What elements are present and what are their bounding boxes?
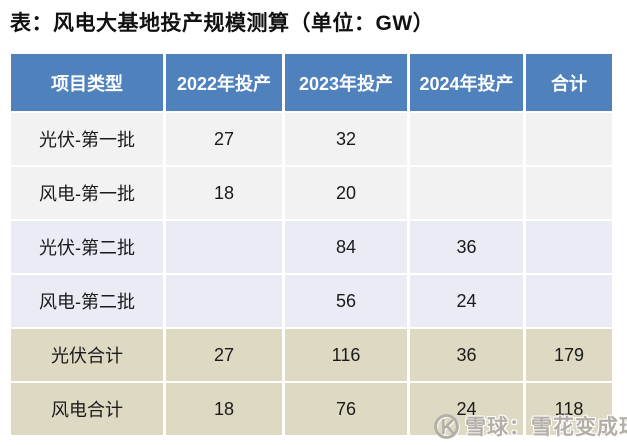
cell-value (410, 113, 523, 165)
cell-value: 56 (285, 275, 407, 327)
row-label: 风电合计 (11, 383, 163, 435)
cell-value (410, 167, 523, 219)
production-scale-table: 项目类型 2022年投产 2023年投产 2024年投产 合计 光伏-第一批 2… (8, 52, 615, 437)
cell-value (526, 167, 612, 219)
table-row: 风电-第一批 18 20 (11, 167, 612, 219)
cell-value: 18 (166, 383, 282, 435)
cell-value: 20 (285, 167, 407, 219)
cell-value (166, 221, 282, 273)
row-label: 光伏合计 (11, 329, 163, 381)
col-header-project-type: 项目类型 (11, 54, 163, 111)
table-header-row: 项目类型 2022年投产 2023年投产 2024年投产 合计 (11, 54, 612, 111)
cell-value: 118 (526, 383, 612, 435)
col-header-total: 合计 (526, 54, 612, 111)
cell-value: 36 (410, 329, 523, 381)
table-row: 光伏合计 27 116 36 179 (11, 329, 612, 381)
row-label: 风电-第二批 (11, 275, 163, 327)
cell-value: 32 (285, 113, 407, 165)
cell-value: 179 (526, 329, 612, 381)
row-label: 光伏-第二批 (11, 221, 163, 273)
page-title: 表：风电大基地投产规模测算（单位：GW） (10, 12, 435, 35)
cell-value (166, 275, 282, 327)
cell-value: 18 (166, 167, 282, 219)
col-header-2022: 2022年投产 (166, 54, 282, 111)
table-row: 光伏-第二批 84 36 (11, 221, 612, 273)
cell-value: 76 (285, 383, 407, 435)
table-row: 风电-第二批 56 24 (11, 275, 612, 327)
cell-value: 84 (285, 221, 407, 273)
row-label: 风电-第一批 (11, 167, 163, 219)
cell-value: 24 (410, 383, 523, 435)
table-row: 光伏-第一批 27 32 (11, 113, 612, 165)
cell-value (526, 113, 612, 165)
cell-value (526, 275, 612, 327)
cell-value: 36 (410, 221, 523, 273)
cell-value: 27 (166, 113, 282, 165)
cell-value: 27 (166, 329, 282, 381)
cell-value: 116 (285, 329, 407, 381)
col-header-2023: 2023年投产 (285, 54, 407, 111)
col-header-2024: 2024年投产 (410, 54, 523, 111)
row-label: 光伏-第一批 (11, 113, 163, 165)
table-row: 风电合计 18 76 24 118 (11, 383, 612, 435)
cell-value (526, 221, 612, 273)
cell-value: 24 (410, 275, 523, 327)
